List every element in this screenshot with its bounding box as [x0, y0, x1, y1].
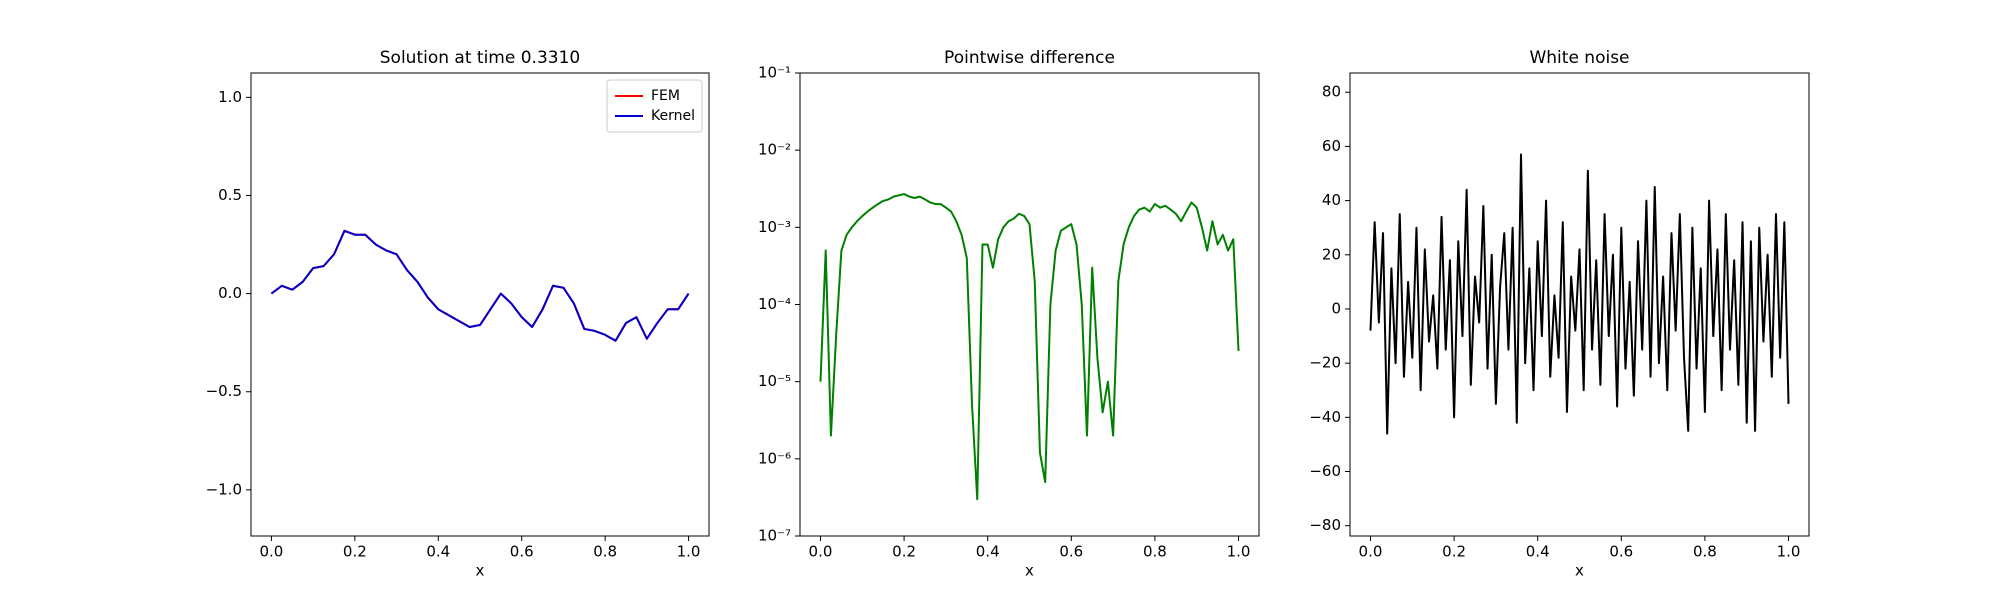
- x-tick-label: 0.4: [426, 543, 450, 561]
- x-axis-label: x: [476, 562, 485, 580]
- x-tick-label: 0.4: [1526, 543, 1550, 561]
- y-tick-label: 10⁻¹: [758, 64, 791, 82]
- x-tick-label: 0.2: [892, 543, 916, 561]
- x-tick-label: 0.8: [1693, 543, 1717, 561]
- axes-frame: [250, 72, 710, 537]
- x-axis-label: x: [1575, 562, 1584, 580]
- x-axis-label: x: [1025, 562, 1034, 580]
- x-tick-label: 0.0: [1359, 543, 1383, 561]
- x-tick-label: 0.6: [1059, 543, 1083, 561]
- y-tick-label: −80: [1309, 516, 1341, 534]
- x-tick-label: 0.2: [1442, 543, 1466, 561]
- legend-label: FEM: [651, 88, 680, 104]
- y-tick-label: 0.5: [218, 186, 242, 204]
- x-tick-label: 0.8: [593, 543, 617, 561]
- axes-frame: [799, 72, 1260, 537]
- y-tick-label: 0: [1331, 299, 1341, 317]
- data-line: [270, 229, 690, 342]
- x-tick-label: 0.0: [260, 543, 284, 561]
- y-tick-label: 10⁻⁴: [758, 295, 791, 313]
- x-tick-label: 0.6: [510, 543, 534, 561]
- legend-label: Kernel: [651, 108, 695, 124]
- y-tick-label: −40: [1309, 408, 1341, 426]
- y-tick-label: −20: [1309, 354, 1341, 372]
- y-tick-label: 1.0: [218, 88, 242, 106]
- legend-box: [606, 79, 703, 133]
- x-tick-label: 1.0: [1227, 543, 1251, 561]
- data-line: [819, 193, 1240, 501]
- y-tick-label: 10⁻³: [758, 218, 791, 236]
- y-tick-label: 10⁻⁵: [758, 372, 791, 390]
- y-tick-label: 0.0: [218, 284, 242, 302]
- y-tick-label: 60: [1322, 137, 1341, 155]
- y-tick-label: 10⁻⁶: [758, 449, 791, 467]
- x-tick-label: 0.6: [1609, 543, 1633, 561]
- chart-title: White noise: [1529, 48, 1629, 68]
- y-tick-label: 10⁻²: [758, 141, 791, 159]
- x-tick-label: 0.4: [976, 543, 1000, 561]
- y-tick-label: 10⁻⁷: [758, 527, 791, 545]
- x-tick-label: 0.0: [809, 543, 833, 561]
- x-tick-label: 0.2: [343, 543, 367, 561]
- y-tick-label: 40: [1322, 191, 1341, 209]
- y-tick-label: −0.5: [206, 382, 242, 400]
- y-tick-label: 20: [1322, 245, 1341, 263]
- chart-title: Solution at time 0.3310: [380, 48, 580, 68]
- x-tick-label: 1.0: [1777, 543, 1801, 561]
- data-line: [1369, 153, 1790, 435]
- axes-frame: [1349, 72, 1810, 537]
- chart-title: Pointwise difference: [944, 48, 1115, 68]
- x-tick-label: 0.8: [1143, 543, 1167, 561]
- x-tick-label: 1.0: [677, 543, 701, 561]
- y-tick-label: 80: [1322, 83, 1341, 101]
- y-tick-label: −1.0: [206, 480, 242, 498]
- y-tick-label: −60: [1309, 462, 1341, 480]
